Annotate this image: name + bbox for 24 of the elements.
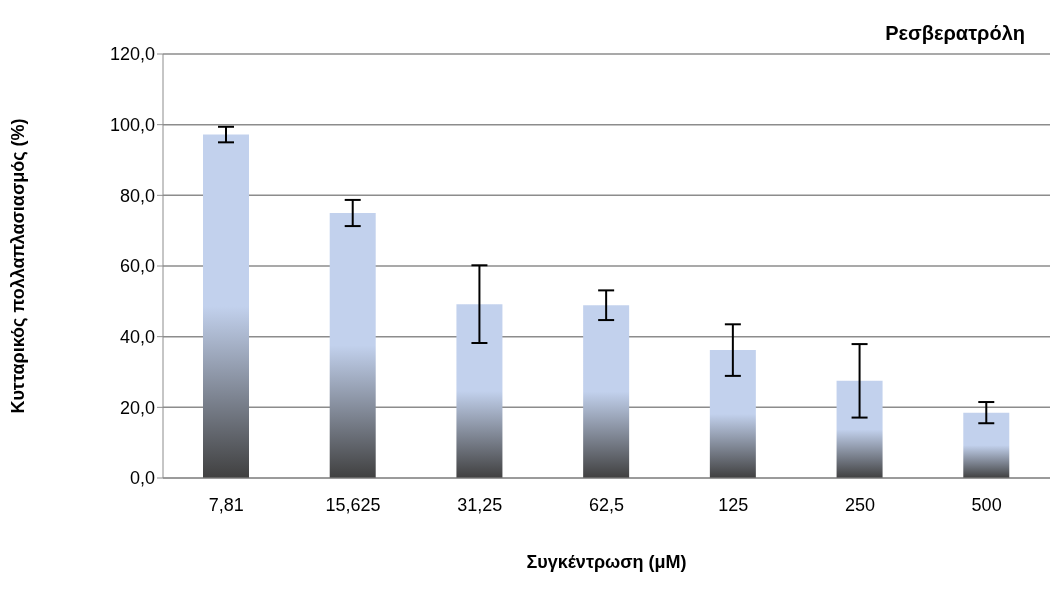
x-tick-label: 500 [971,494,1002,515]
x-tick-label: 250 [844,494,875,515]
y-tick-label: 120,0 [109,44,155,65]
x-tick-label: 15,625 [325,494,381,515]
x-axis-title: Συγκέντρωση (μΜ) [526,552,687,572]
x-tick-label: 62,5 [588,494,625,515]
y-tick-label: 20,0 [119,397,155,418]
bar [329,213,376,478]
x-tick-label: 7,81 [208,494,244,515]
y-tick-label: 0,0 [129,468,155,489]
y-axis-title: Κυτταρικός πολλαπλασιασμός (%) [8,118,29,414]
chart-title: Ρεσβερατρόλη [885,22,1025,45]
y-tick-label: 80,0 [119,185,155,206]
bar [583,305,630,478]
bar [709,350,756,478]
bar [963,412,1010,478]
x-tick-label: 31,25 [457,494,503,515]
bar [836,380,883,478]
bar [203,134,249,478]
x-tick-label: 125 [718,494,749,515]
y-tick-label: 100,0 [109,115,155,136]
bar [456,304,503,478]
y-tick-label: 40,0 [119,327,155,348]
y-tick-label: 60,0 [119,256,155,277]
